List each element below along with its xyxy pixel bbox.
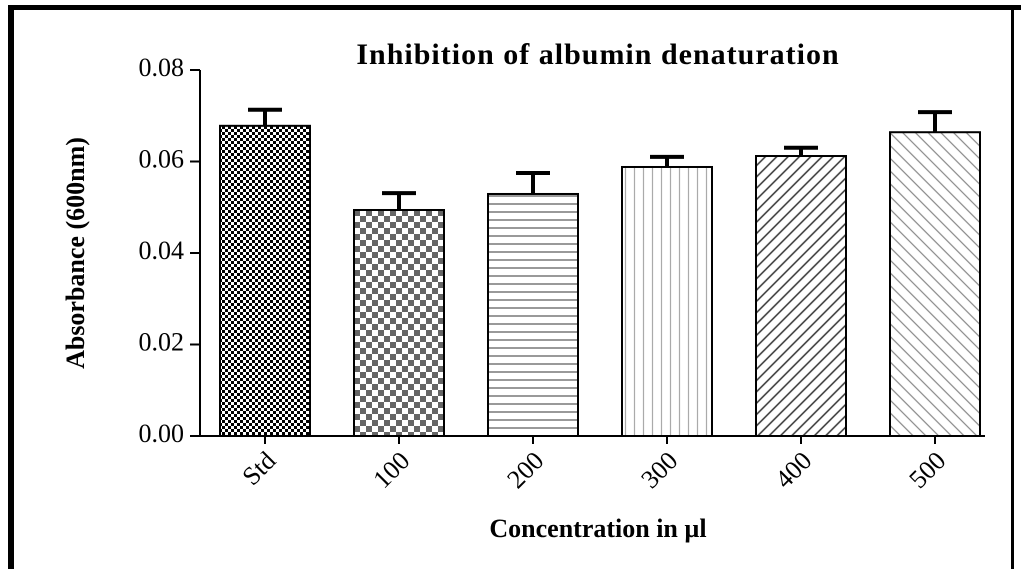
y-tick-label: 0.02 (139, 327, 185, 356)
x-tick-label: Std (236, 446, 281, 491)
frame-top (8, 5, 1021, 10)
x-tick-label: 200 (501, 446, 549, 494)
x-axis-title: Concentration in µl (489, 514, 706, 543)
error-bar (918, 110, 952, 133)
bar (889, 131, 981, 437)
y-tick-label: 0.06 (139, 144, 185, 173)
bar (219, 124, 311, 437)
y-tick-label: 0.04 (139, 236, 185, 265)
error-bar (248, 107, 282, 126)
x-tick-label: 300 (635, 446, 683, 494)
y-tick-label: 0.08 (139, 53, 185, 82)
x-tick-label: 100 (367, 446, 415, 494)
y-axis-title: Absorbance (600nm) (61, 137, 90, 369)
error-bar (382, 191, 416, 210)
error-bar (784, 145, 818, 157)
y-tick-label: 0.00 (139, 419, 185, 448)
bar (353, 208, 445, 437)
chart-title: Inhibition of albumin denaturation (356, 38, 839, 71)
bar (621, 165, 713, 438)
frame-left (8, 5, 14, 569)
bar (755, 155, 847, 437)
x-tick-label: 400 (769, 446, 817, 494)
x-tick-label: 500 (903, 446, 951, 494)
bar (487, 192, 579, 437)
error-bar (516, 170, 550, 194)
error-bar (650, 154, 684, 167)
frame-right (1011, 5, 1014, 569)
